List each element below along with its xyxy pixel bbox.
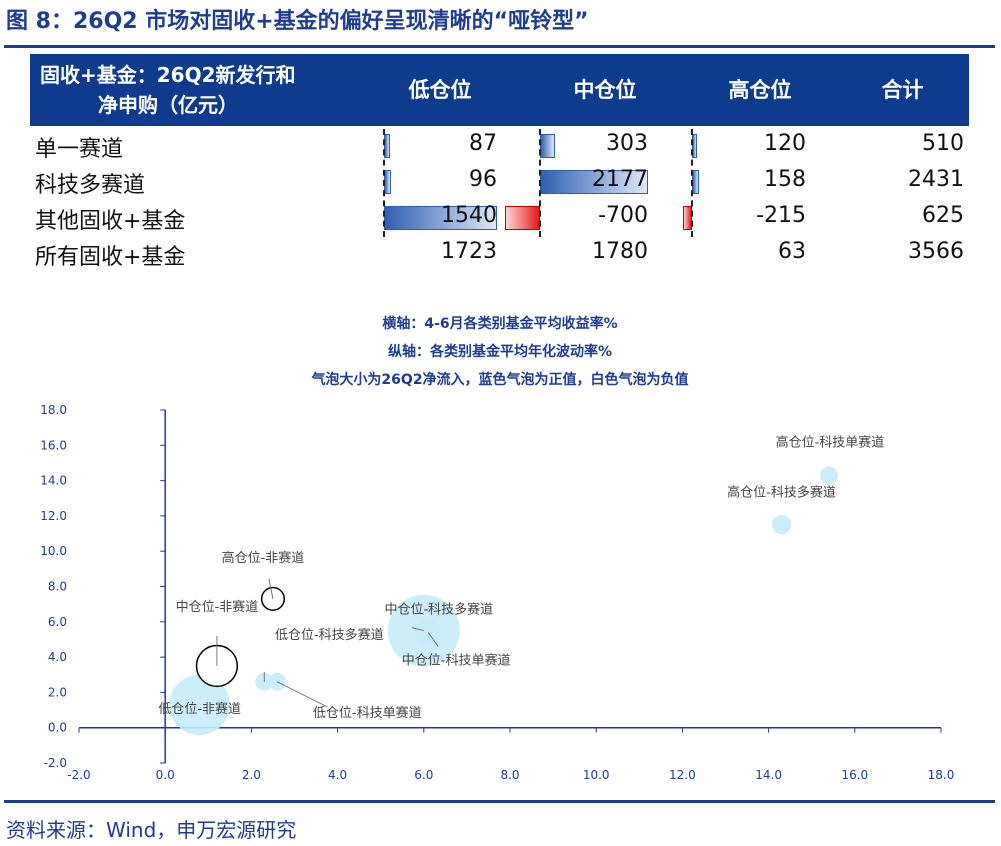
- y-tick-label: 4.0: [48, 650, 67, 664]
- table-cell: 303: [606, 131, 648, 156]
- table-cell: 2431: [908, 167, 964, 192]
- source-note: 资料来源：Wind，申万宏源研究: [6, 818, 297, 842]
- header-line-1: 固收+基金：26Q2新发行和: [40, 63, 296, 87]
- x-tick-label: 14.0: [755, 768, 782, 782]
- y-tick-label: 16.0: [40, 438, 67, 452]
- bubble-label: 中仓位-科技多赛道: [384, 602, 493, 618]
- table-cell: 625: [922, 203, 964, 228]
- table-data-bar: [540, 170, 648, 194]
- table-row-label: 所有固收+基金: [35, 245, 186, 270]
- bubble-point: [169, 674, 230, 736]
- column-header-low: 低仓位: [408, 78, 472, 102]
- table-row-label: 单一赛道: [35, 137, 124, 162]
- x-tick-label: 0.0: [156, 768, 175, 782]
- table-cell: 87: [469, 131, 497, 156]
- chart-note-x-axis: 横轴：4-6月各类别基金平均收益率%: [382, 316, 618, 332]
- y-tick-label: 14.0: [40, 474, 67, 488]
- table-cell: 1780: [592, 239, 648, 264]
- table-cell: 158: [764, 167, 806, 192]
- table-data-bar: [505, 206, 540, 230]
- table-cell: 3566: [908, 239, 964, 264]
- table-cell: 63: [778, 239, 806, 264]
- label-leader-line: [277, 681, 328, 708]
- label-leader-line: [427, 632, 439, 647]
- y-tick-label: 0.0: [48, 721, 67, 735]
- bubble-label: 高仓位-非赛道: [222, 550, 305, 566]
- bubble-label: 低仓位-科技多赛道: [275, 627, 384, 643]
- title-rule: [4, 45, 995, 48]
- x-tick-label: 2.0: [242, 768, 261, 782]
- table-cell: -700: [598, 203, 648, 228]
- table-row-label: 其他固收+基金: [35, 209, 186, 234]
- table-bar-axis: [539, 129, 541, 237]
- chart-note-y-axis: 纵轴：各类别基金平均年化波动率%: [387, 344, 613, 360]
- x-tick-label: 6.0: [414, 768, 433, 782]
- bubble-label: 中仓位-非赛道: [176, 599, 259, 615]
- bubble-point: [819, 466, 838, 485]
- table-bar-axis: [691, 129, 693, 237]
- y-tick-label: 12.0: [40, 509, 67, 523]
- y-tick-label: 8.0: [48, 580, 67, 594]
- table-cell: 510: [922, 131, 964, 156]
- chart-note-bubble-size: 气泡大小为26Q2净流入，蓝色气泡为正值，白色气泡为负值: [311, 372, 689, 388]
- column-header-mid: 中仓位: [573, 78, 637, 102]
- table-header-caption: 固收+基金：26Q2新发行和 净申购（亿元）: [40, 60, 370, 120]
- x-tick-label: 8.0: [500, 768, 519, 782]
- table-cell: 1723: [441, 239, 497, 264]
- bubble-label: 低仓位-科技单赛道: [313, 705, 422, 721]
- x-tick-label: 10.0: [583, 768, 610, 782]
- y-tick-label: 6.0: [48, 615, 67, 629]
- x-tick-label: -2.0: [67, 768, 90, 782]
- table-row-label: 科技多赛道: [35, 173, 146, 198]
- y-tick-label: 2.0: [48, 685, 67, 699]
- table-data-bar: [384, 206, 498, 230]
- footer-rule: [4, 800, 995, 803]
- x-tick-label: 18.0: [928, 768, 955, 782]
- header-line-2: 净申购（亿元）: [98, 93, 238, 117]
- table-cell: 1540: [441, 203, 497, 228]
- y-tick-label: 10.0: [40, 544, 67, 558]
- bubble-label: 低仓位-非赛道: [158, 701, 241, 717]
- table-bar-axis: [383, 129, 385, 237]
- table-cell: 120: [764, 131, 806, 156]
- column-header-high: 高仓位: [728, 78, 792, 102]
- bubble-point: [771, 515, 792, 535]
- table-header: 固收+基金：26Q2新发行和 净申购（亿元） 低仓位 中仓位 高仓位 合计: [30, 54, 969, 126]
- label-leader-line: [268, 578, 274, 599]
- bubble-chart-svg: -2.0 0.0 2.0 4.0 6.0 8.0 10.0 12.0 14.0 16.0 18.0 -…: [40, 403, 955, 782]
- table-cell: 2177: [592, 167, 648, 192]
- column-header-total: 合计: [881, 78, 924, 102]
- x-tick-label: 4.0: [328, 768, 347, 782]
- bubble-label: 高仓位-科技多赛道: [727, 485, 836, 501]
- y-tick-label: -2.0: [44, 756, 67, 770]
- bubble-chart: 横轴：4-6月各类别基金平均收益率% 纵轴：各类别基金平均年化波动率% 气泡大小…: [25, 293, 975, 793]
- x-tick-label: 16.0: [841, 768, 868, 782]
- bubble-label: 中仓位-科技单赛道: [402, 652, 511, 668]
- table-cell: -215: [756, 203, 806, 228]
- label-leader-line: [411, 627, 424, 632]
- bubble-label: 高仓位-科技单赛道: [776, 434, 885, 450]
- table-cell: 96: [469, 167, 497, 192]
- y-tick-label: 18.0: [40, 403, 67, 417]
- figure-title: 图 8：26Q2 市场对固收+基金的偏好呈现清晰的“哑铃型”: [6, 9, 589, 34]
- x-tick-label: 12.0: [669, 768, 696, 782]
